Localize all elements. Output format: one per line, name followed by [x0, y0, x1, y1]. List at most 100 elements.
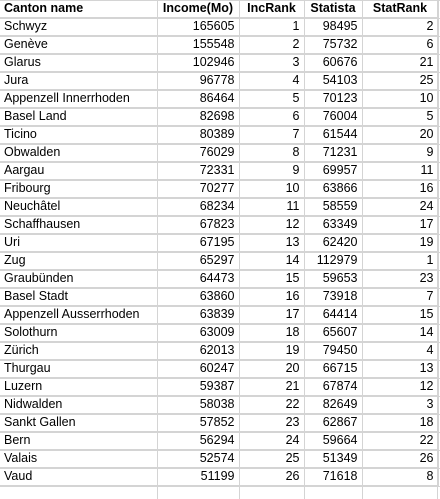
cell-canton-name[interactable]: Glarus	[0, 53, 158, 72]
cell-statrank[interactable]: 19	[362, 233, 439, 252]
cell-income[interactable]: 67195	[157, 233, 240, 252]
cell-canton-name[interactable]: Bern	[0, 431, 158, 450]
cell-incrank[interactable]: 20	[239, 359, 305, 378]
header-statrank[interactable]: StatRank	[362, 0, 439, 18]
cell-incrank[interactable]: 16	[239, 287, 305, 306]
cell-statrank[interactable]: 3	[362, 395, 439, 414]
cell-incrank[interactable]: 5	[239, 89, 305, 108]
cell-statista[interactable]: 64414	[304, 305, 363, 324]
cell-statista[interactable]: 82649	[304, 395, 363, 414]
cell-statrank[interactable]: 6	[362, 35, 439, 54]
cell-income[interactable]: 82698	[157, 107, 240, 126]
cell-statrank[interactable]: 15	[362, 305, 439, 324]
cell-statista[interactable]: 67874	[304, 377, 363, 396]
cell-incrank[interactable]: 22	[239, 395, 305, 414]
cell-income[interactable]: 67823	[157, 215, 240, 234]
cell-canton-name[interactable]: Fribourg	[0, 179, 158, 198]
cell-canton-name[interactable]: Sankt Gallen	[0, 413, 158, 432]
cell-statrank[interactable]: 26	[362, 449, 439, 468]
cell-statista[interactable]: 112979	[304, 251, 363, 270]
cell-canton-name[interactable]: Ticino	[0, 125, 158, 144]
cell-income[interactable]: 64473	[157, 269, 240, 288]
cell-statista[interactable]: 66715	[304, 359, 363, 378]
cell-statrank[interactable]: 16	[362, 179, 439, 198]
cell-income[interactable]: 52574	[157, 449, 240, 468]
cell-statrank[interactable]: 17	[362, 215, 439, 234]
header-income[interactable]: Income(Mo)	[157, 0, 240, 18]
cell-income[interactable]: 86464	[157, 89, 240, 108]
cell-incrank[interactable]: 15	[239, 269, 305, 288]
cell-canton-name[interactable]: Appenzell Ausserrhoden	[0, 305, 158, 324]
cell-statrank[interactable]: 4	[362, 341, 439, 360]
cell-canton-name[interactable]: Uri	[0, 233, 158, 252]
header-canton-name[interactable]: Canton name	[0, 0, 158, 18]
cell-incrank[interactable]: 9	[239, 161, 305, 180]
cell-income[interactable]: 102946	[157, 53, 240, 72]
cell-statista[interactable]: 98495	[304, 17, 363, 36]
cell-canton-name[interactable]: Aargau	[0, 161, 158, 180]
cell-incrank[interactable]: 25	[239, 449, 305, 468]
cell-income[interactable]: 62013	[157, 341, 240, 360]
cell-income[interactable]: 165605	[157, 17, 240, 36]
cell-canton-name[interactable]: Genève	[0, 35, 158, 54]
header-incrank[interactable]: IncRank	[239, 0, 305, 18]
cell-incrank[interactable]: 10	[239, 179, 305, 198]
cell-statrank[interactable]: 12	[362, 377, 439, 396]
cell-canton-name[interactable]: Obwalden	[0, 143, 158, 162]
cell-incrank[interactable]: 14	[239, 251, 305, 270]
header-statista[interactable]: Statista	[304, 0, 363, 18]
cell-incrank[interactable]: 6	[239, 107, 305, 126]
cell-income[interactable]: 65297	[157, 251, 240, 270]
cell-incrank[interactable]: 4	[239, 71, 305, 90]
cell-canton-name[interactable]: Solothurn	[0, 323, 158, 342]
cell-canton-name[interactable]: Appenzell Innerrhoden	[0, 89, 158, 108]
cell-statrank[interactable]: 25	[362, 71, 439, 90]
cell-statrank[interactable]: 2	[362, 17, 439, 36]
cell-incrank[interactable]: 13	[239, 233, 305, 252]
cell-canton-name[interactable]: Schwyz	[0, 17, 158, 36]
cell-income[interactable]: 68234	[157, 197, 240, 216]
cell-income[interactable]: 60247	[157, 359, 240, 378]
cell-income[interactable]: 57852	[157, 413, 240, 432]
cell-statista[interactable]: 75732	[304, 35, 363, 54]
cell-income[interactable]: 70277	[157, 179, 240, 198]
cell-statrank[interactable]: 14	[362, 323, 439, 342]
cell-statrank[interactable]: 9	[362, 143, 439, 162]
cell-income[interactable]: 59387	[157, 377, 240, 396]
cell-statrank[interactable]: 8	[362, 467, 439, 486]
cell-income[interactable]: 51199	[157, 467, 240, 486]
cell-statrank[interactable]: 23	[362, 269, 439, 288]
cell-statista[interactable]: 65607	[304, 323, 363, 342]
cell-income[interactable]: 155548	[157, 35, 240, 54]
cell-statrank[interactable]: 20	[362, 125, 439, 144]
cell-incrank[interactable]: 12	[239, 215, 305, 234]
cell-statrank[interactable]: 18	[362, 413, 439, 432]
cell-income[interactable]: 63860	[157, 287, 240, 306]
cell-income[interactable]: 76029	[157, 143, 240, 162]
cell-statista[interactable]: 61544	[304, 125, 363, 144]
cell-incrank[interactable]: 1	[239, 17, 305, 36]
cell-statista[interactable]: 71231	[304, 143, 363, 162]
cell-statista[interactable]: 54103	[304, 71, 363, 90]
cell-statista[interactable]: 73918	[304, 287, 363, 306]
cell-incrank[interactable]: 3	[239, 53, 305, 72]
cell-incrank[interactable]: 7	[239, 125, 305, 144]
cell-statista[interactable]: 71618	[304, 467, 363, 486]
cell-canton-name[interactable]: Zug	[0, 251, 158, 270]
cell-income[interactable]: 56294	[157, 431, 240, 450]
cell-income[interactable]: 72331	[157, 161, 240, 180]
cell-statista[interactable]: 63866	[304, 179, 363, 198]
cell-incrank[interactable]: 23	[239, 413, 305, 432]
cell-statista[interactable]: 51349	[304, 449, 363, 468]
cell-statista[interactable]: 63349	[304, 215, 363, 234]
cell-statrank[interactable]: 7	[362, 287, 439, 306]
cell-statrank[interactable]: 22	[362, 431, 439, 450]
cell-statrank[interactable]: 10	[362, 89, 439, 108]
cell-statista[interactable]: 60676	[304, 53, 363, 72]
cell-canton-name[interactable]: Neuchâtel	[0, 197, 158, 216]
cell-statista[interactable]: 58559	[304, 197, 363, 216]
cell-canton-name[interactable]: Nidwalden	[0, 395, 158, 414]
cell-income[interactable]: 58038	[157, 395, 240, 414]
cell-canton-name[interactable]: Jura	[0, 71, 158, 90]
cell-statrank[interactable]: 11	[362, 161, 439, 180]
